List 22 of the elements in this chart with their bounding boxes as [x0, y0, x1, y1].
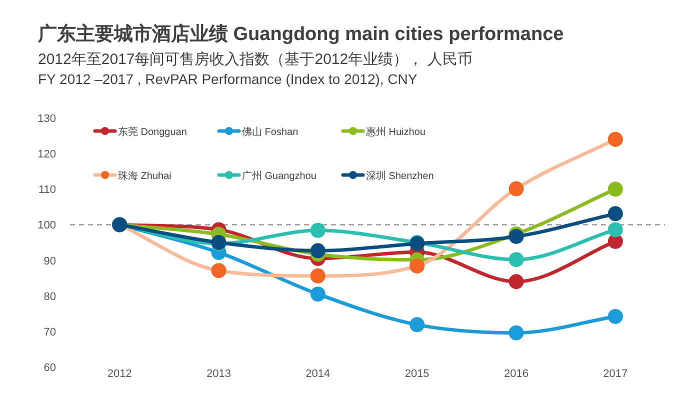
x-tick-label: 2017 [603, 368, 628, 380]
y-tick-label: 90 [44, 255, 56, 268]
legend-label: 东莞 Dongguan [118, 126, 187, 138]
chart-title: 广东主要城市酒店业绩 Guangdong main cities performance [37, 23, 564, 45]
legend-label: 珠海 Zhuhai [118, 170, 172, 182]
y-tick-label: 60 [44, 362, 56, 374]
y-tick-label: 80 [44, 290, 56, 303]
chart-subtitle: 2012年至2017每间可售房收入指数（基于2012年业绩）， 人民币 FY 2012 –2017 , RevPAR Performance (Index to 2012), CNY [38, 51, 472, 87]
legend-label: 深圳 Shenzhen [366, 170, 434, 182]
legend-label: 广州 Guangzhou [242, 170, 316, 182]
x-tick-label: 2013 [206, 368, 231, 380]
legend-label: 惠州 Huizhou [365, 126, 426, 138]
x-tick-label: 2012 [107, 368, 132, 380]
x-tick-label: 2015 [404, 368, 430, 380]
y-tick-label: 130 [38, 113, 56, 125]
y-tick-label: 110 [38, 184, 56, 196]
x-tick-label: 2014 [306, 368, 330, 380]
x-tick-label: 2016 [504, 368, 528, 380]
y-tick-label: 120 [38, 148, 56, 161]
legend-label: 佛山 Foshan [242, 126, 298, 138]
y-tick-label: 100 [38, 220, 56, 232]
y-tick-label: 70 [44, 326, 56, 338]
